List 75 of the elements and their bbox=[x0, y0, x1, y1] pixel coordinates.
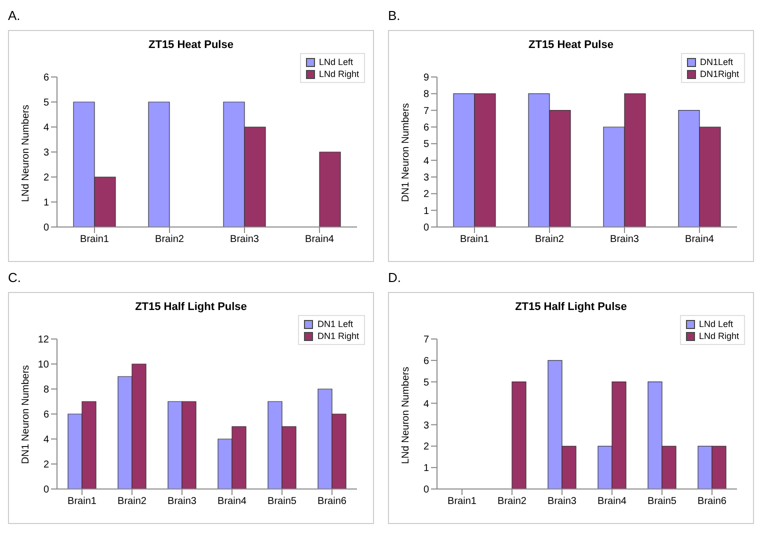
y-tick-label: 4 bbox=[423, 156, 430, 167]
y-tick-label: 10 bbox=[38, 360, 50, 371]
y-tick-label: 3 bbox=[43, 148, 50, 159]
y-tick-label: 7 bbox=[423, 106, 430, 117]
text: B. bbox=[388, 8, 402, 25]
y-tick-label: 8 bbox=[43, 384, 50, 396]
y-tick-label: 8 bbox=[423, 89, 430, 100]
bar bbox=[148, 102, 170, 227]
y-tick-label: 4 bbox=[423, 398, 430, 410]
y-axis-title: DN1 Neuron Numbers bbox=[400, 103, 412, 202]
y-tick-label: 6 bbox=[423, 356, 430, 367]
y-tick-label: 0 bbox=[43, 222, 50, 234]
legend-label: LNd Left bbox=[698, 318, 734, 330]
chart-title: ZT15 Half Light Pulse bbox=[514, 301, 628, 313]
y-tick-label: 2 bbox=[423, 189, 430, 200]
x-tick-label: Brain5 bbox=[268, 496, 297, 508]
y-axis-title: LNd Neuron Numbers bbox=[400, 366, 412, 464]
x-tick-label: Brain1 bbox=[68, 496, 97, 508]
x-tick-label: Brain2 bbox=[118, 496, 147, 508]
y-tick-label: 4 bbox=[43, 434, 50, 446]
y-tick-label: 12 bbox=[38, 334, 50, 346]
y-tick-label: 0 bbox=[43, 484, 50, 496]
x-tick-label: Brain1 bbox=[460, 234, 490, 246]
x-tick-label: Brain2 bbox=[498, 496, 527, 508]
x-tick-label: Brain4 bbox=[305, 234, 334, 246]
legend-label: DN1 Right bbox=[316, 330, 359, 342]
x-tick-label: Brain5 bbox=[648, 496, 677, 508]
legend-label: DN1Right bbox=[698, 68, 739, 80]
legend-label: LNd Right bbox=[698, 330, 739, 342]
y-tick-label: 0 bbox=[423, 484, 430, 496]
y-tick-label: 9 bbox=[423, 72, 430, 84]
x-tick-label: Brain4 bbox=[685, 234, 714, 246]
y-axis-title: DN1 Neuron Numbers bbox=[20, 365, 32, 464]
y-tick-label: 2 bbox=[43, 460, 50, 471]
chart-title: ZT15 Half Light Pulse bbox=[134, 301, 248, 313]
x-tick-label: Brain2 bbox=[155, 234, 184, 246]
x-tick-label: Brain6 bbox=[698, 496, 727, 508]
y-tick-label: 3 bbox=[423, 172, 430, 184]
x-tick-label: Brain3 bbox=[168, 496, 197, 508]
x-tick-label: Brain3 bbox=[230, 234, 260, 246]
y-tick-label: 2 bbox=[43, 172, 50, 184]
x-tick-label: Brain3 bbox=[548, 496, 577, 508]
x-tick-label: Brain4 bbox=[218, 496, 247, 508]
x-tick-label: Brain2 bbox=[535, 234, 564, 246]
y-tick-label: 5 bbox=[43, 98, 50, 109]
text: D. bbox=[388, 270, 402, 287]
legend-label: LNd Right bbox=[318, 68, 359, 80]
y-tick-label: 5 bbox=[423, 377, 430, 388]
y-tick-label: 1 bbox=[423, 463, 430, 474]
bar bbox=[319, 152, 341, 227]
y-tick-label: 6 bbox=[43, 72, 50, 84]
x-tick-label: Brain3 bbox=[610, 234, 640, 246]
y-tick-label: 6 bbox=[423, 122, 430, 134]
y-axis-title: LNd Neuron Numbers bbox=[20, 104, 32, 202]
y-tick-label: 5 bbox=[423, 139, 430, 150]
y-tick-label: 6 bbox=[43, 410, 50, 421]
x-tick-label: Brain1 bbox=[448, 496, 477, 508]
x-tick-label: Brain1 bbox=[80, 234, 110, 246]
chart-title: ZT15 Heat Pulse bbox=[528, 39, 614, 51]
text: C. bbox=[8, 270, 22, 287]
y-tick-label: 1 bbox=[423, 206, 430, 217]
y-tick-label: 1 bbox=[43, 198, 50, 209]
y-tick-label: 3 bbox=[423, 420, 430, 432]
text: A. bbox=[8, 8, 22, 25]
y-tick-label: 7 bbox=[423, 334, 430, 346]
y-tick-label: 2 bbox=[423, 442, 430, 453]
legend-label: DN1 Left bbox=[316, 318, 354, 330]
legend-label: LNd Left bbox=[318, 56, 354, 68]
x-tick-label: Brain4 bbox=[598, 496, 627, 508]
legend-label: DN1Left bbox=[698, 56, 734, 68]
chart-title: ZT15 Heat Pulse bbox=[148, 39, 234, 51]
y-tick-label: 4 bbox=[43, 122, 50, 134]
y-tick-label: 0 bbox=[423, 222, 430, 234]
bar bbox=[512, 382, 526, 489]
x-tick-label: Brain6 bbox=[318, 496, 347, 508]
